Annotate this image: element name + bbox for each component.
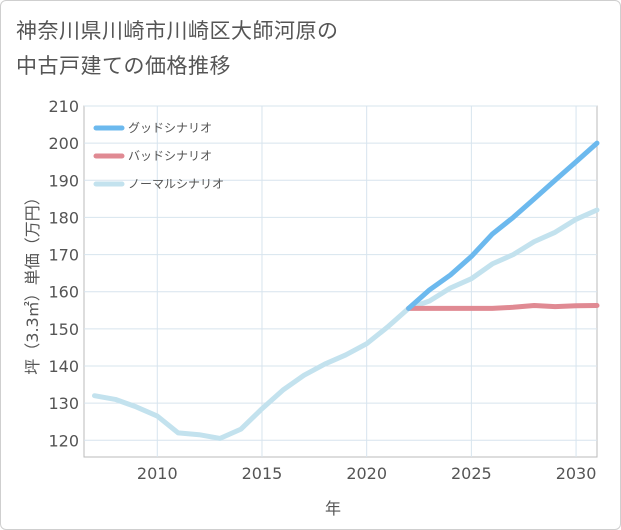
x-tick-label: 2010 (137, 464, 178, 483)
plot-area (83, 105, 598, 458)
chart-title: 神奈川県川崎市川崎区大師河原の 中古戸建ての価格推移 (16, 14, 576, 84)
legend-label: グッドシナリオ (128, 121, 212, 135)
y-tick-label: 190 (48, 171, 79, 190)
y-tick-label: 200 (48, 134, 79, 153)
x-axis-title: 年 (325, 499, 341, 518)
grid-lines (84, 105, 597, 457)
y-axis-title: 坪（3.3㎡）単価（万円） (23, 189, 42, 374)
series-lines (92, 140, 600, 441)
y-tick-label: 130 (48, 394, 79, 413)
legend-label: バッドシナリオ (128, 149, 212, 163)
y-tick-label: 120 (48, 431, 79, 450)
series-line-1 (406, 140, 600, 311)
y-tick-label: 210 (48, 97, 79, 116)
y-tick-label: 160 (48, 283, 79, 302)
y-tick-label: 140 (48, 357, 79, 376)
x-tick-label: 2020 (346, 464, 387, 483)
x-tick-label: 2015 (242, 464, 283, 483)
y-tick-label: 150 (48, 320, 79, 339)
chart-title-line2: 中古戸建ての価格推移 (16, 54, 231, 78)
chart-title-line1: 神奈川県川崎市川崎区大師河原の (16, 19, 339, 43)
y-tick-label: 180 (48, 208, 79, 227)
tick-labels: 2010 2015 2020 2025 2030 120 130 140 150 160 170 18… (48, 97, 596, 483)
x-tick-label: 2030 (556, 464, 597, 483)
x-tick-label: 2025 (451, 464, 492, 483)
legend-label: ノーマルシナリオ (128, 177, 224, 191)
series-line-3 (92, 207, 600, 441)
y-tick-label: 170 (48, 246, 79, 265)
series-line-2 (406, 303, 600, 311)
